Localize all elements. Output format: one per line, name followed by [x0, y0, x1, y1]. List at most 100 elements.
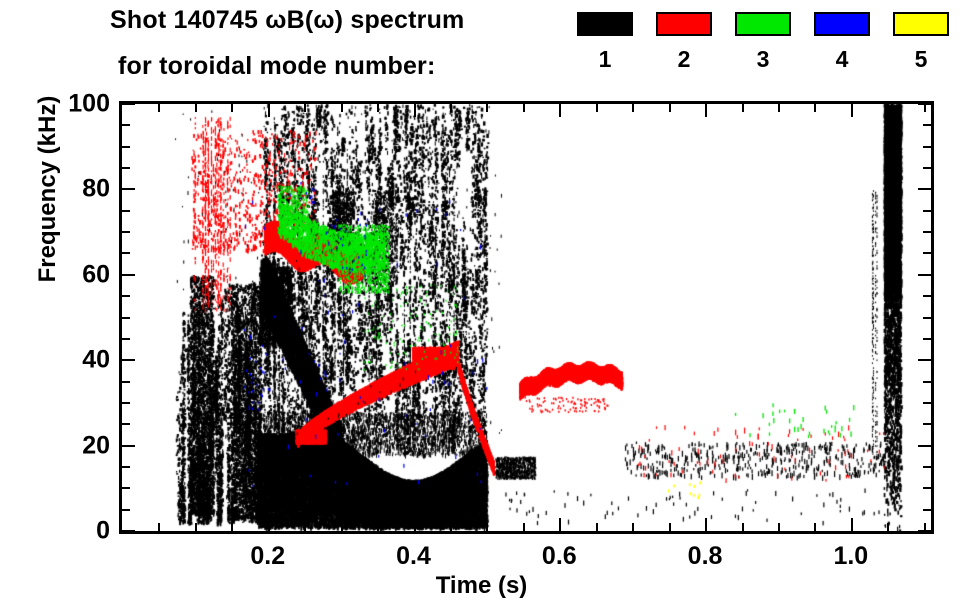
x-tick-top-0.90 — [778, 104, 780, 112]
legend-label-2: 2 — [677, 46, 691, 72]
x-tick-label-1.0: 1.0 — [833, 542, 869, 570]
legend-swatch-1 — [577, 12, 633, 36]
y-tick-right-80 — [918, 188, 931, 190]
y-tick-15 — [122, 466, 130, 468]
y-tick-right-15 — [923, 466, 931, 468]
x-tick-top-0.45 — [450, 104, 452, 112]
x-tick-top-0.65 — [596, 104, 598, 112]
x-tick-top-1.05 — [887, 104, 889, 112]
spectrogram-canvas-wrap — [122, 104, 931, 531]
x-tick-top-0.30 — [341, 104, 343, 112]
x-tick-0.60 — [559, 518, 561, 531]
legend-swatch-2 — [656, 12, 712, 36]
y-tick-65 — [122, 252, 130, 254]
x-tick-0.15 — [231, 523, 233, 531]
x-tick-0.70 — [632, 523, 634, 531]
x-tick-top-0.10 — [195, 104, 197, 112]
x-axis-label: Time (s) — [435, 572, 528, 599]
y-tick-40 — [122, 359, 135, 361]
x-tick-top-0.35 — [377, 104, 379, 112]
y-tick-label-0: 0 — [96, 516, 110, 545]
y-tick-35 — [122, 381, 130, 383]
x-tick-0.20 — [268, 518, 270, 531]
x-tick-top-0.80 — [705, 104, 707, 117]
y-tick-right-25 — [923, 423, 931, 425]
x-tick-0.10 — [195, 523, 197, 531]
x-tick-0.25 — [304, 523, 306, 531]
y-tick-30 — [122, 402, 130, 404]
x-tick-label-0.8: 0.8 — [687, 542, 723, 570]
x-tick-0.50 — [486, 523, 488, 531]
y-tick-right-75 — [923, 210, 931, 212]
y-tick-right-70 — [923, 231, 931, 233]
y-tick-right-10 — [923, 487, 931, 489]
y-tick-75 — [122, 210, 130, 212]
y-tick-right-55 — [923, 295, 931, 297]
x-tick-top-0.40 — [414, 104, 416, 117]
figure-title-line-2: for toroidal mode number: — [118, 52, 436, 80]
x-tick-top-0.15 — [231, 104, 233, 112]
x-tick-0.95 — [814, 523, 816, 531]
x-tick-1.00 — [851, 518, 853, 531]
x-tick-top-0.70 — [632, 104, 634, 112]
x-tick-0.05 — [158, 523, 160, 531]
legend-swatch-4 — [814, 12, 870, 36]
y-tick-right-65 — [923, 252, 931, 254]
x-tick-top-0.95 — [814, 104, 816, 112]
legend-entry-5: 5 — [893, 12, 949, 71]
x-tick-0.65 — [596, 523, 598, 531]
y-axis-label: Frequency (kHz) — [34, 95, 61, 283]
plot-area — [119, 101, 934, 534]
y-tick-55 — [122, 295, 130, 297]
y-tick-right-5 — [923, 509, 931, 511]
legend: 1 2 3 4 5 — [577, 12, 949, 71]
x-tick-0.40 — [414, 518, 416, 531]
y-tick-45 — [122, 338, 130, 340]
y-tick-label-20: 20 — [82, 431, 110, 460]
y-tick-25 — [122, 423, 130, 425]
y-tick-right-100 — [918, 103, 931, 105]
y-tick-95 — [122, 124, 130, 126]
y-tick-right-50 — [923, 317, 931, 319]
x-tick-top-0.20 — [268, 104, 270, 117]
legend-entry-3: 3 — [735, 12, 791, 71]
legend-entry-2: 2 — [656, 12, 712, 71]
x-tick-top-0.25 — [304, 104, 306, 112]
x-tick-0.80 — [705, 518, 707, 531]
y-tick-100 — [122, 103, 135, 105]
y-tick-10 — [122, 487, 130, 489]
y-tick-right-40 — [918, 359, 931, 361]
y-tick-right-60 — [918, 274, 931, 276]
x-tick-top-0.60 — [559, 104, 561, 117]
x-tick-top-1.10 — [924, 104, 926, 112]
x-tick-0.35 — [377, 523, 379, 531]
y-tick-right-0 — [918, 530, 931, 532]
y-tick-label-60: 60 — [82, 260, 110, 289]
y-tick-label-100: 100 — [68, 89, 110, 118]
x-tick-label-0.2: 0.2 — [250, 542, 286, 570]
y-tick-20 — [122, 445, 135, 447]
y-tick-right-20 — [918, 445, 931, 447]
x-tick-0.55 — [523, 523, 525, 531]
y-tick-60 — [122, 274, 135, 276]
x-tick-1.05 — [887, 523, 889, 531]
y-tick-label-40: 40 — [82, 345, 110, 374]
x-tick-top-0.05 — [158, 104, 160, 112]
y-axis-tick-labels: 0 20 40 60 80 100 — [0, 0, 110, 615]
x-tick-0.90 — [778, 523, 780, 531]
x-tick-label-0.6: 0.6 — [541, 542, 577, 570]
x-tick-0.75 — [669, 523, 671, 531]
x-tick-top-1.00 — [851, 104, 853, 117]
y-tick-5 — [122, 509, 130, 511]
y-tick-right-90 — [923, 146, 931, 148]
x-tick-0.85 — [742, 523, 744, 531]
legend-entry-4: 4 — [814, 12, 870, 71]
y-tick-90 — [122, 146, 130, 148]
y-tick-0 — [122, 530, 135, 532]
figure-title-line-1: Shot 140745 ωB(ω) spectrum — [110, 6, 465, 34]
y-tick-right-85 — [923, 167, 931, 169]
x-tick-label-0.4: 0.4 — [396, 542, 431, 570]
legend-swatch-5 — [893, 12, 949, 36]
spectrogram-canvas — [122, 104, 931, 531]
